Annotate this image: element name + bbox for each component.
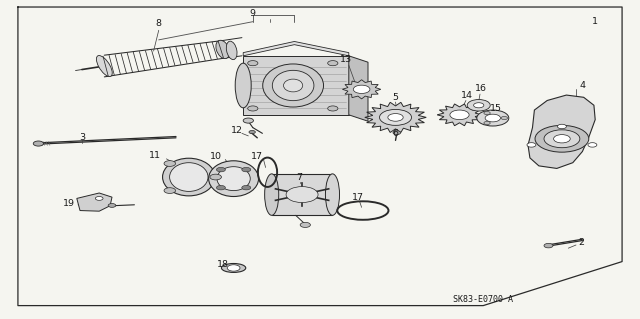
Circle shape xyxy=(300,222,310,227)
Circle shape xyxy=(485,114,500,122)
Ellipse shape xyxy=(216,40,230,59)
Ellipse shape xyxy=(273,70,314,101)
Polygon shape xyxy=(365,102,426,132)
Circle shape xyxy=(484,122,490,125)
Circle shape xyxy=(33,141,44,146)
Circle shape xyxy=(242,185,251,190)
Circle shape xyxy=(527,143,536,147)
Circle shape xyxy=(248,61,258,66)
Ellipse shape xyxy=(265,174,279,215)
Text: 11: 11 xyxy=(149,151,161,160)
Polygon shape xyxy=(243,56,349,115)
Circle shape xyxy=(477,110,509,126)
Circle shape xyxy=(216,167,225,172)
Ellipse shape xyxy=(236,63,252,108)
Circle shape xyxy=(243,118,253,123)
Ellipse shape xyxy=(227,41,237,60)
Circle shape xyxy=(164,188,175,193)
Ellipse shape xyxy=(284,79,303,92)
Ellipse shape xyxy=(263,64,323,107)
Circle shape xyxy=(95,197,103,200)
Circle shape xyxy=(544,243,553,248)
Ellipse shape xyxy=(221,263,246,272)
Text: SK83-E0700 A: SK83-E0700 A xyxy=(453,295,513,304)
Ellipse shape xyxy=(170,163,208,191)
Text: 4: 4 xyxy=(579,81,586,90)
Ellipse shape xyxy=(385,111,393,123)
Text: 16: 16 xyxy=(476,84,487,93)
Polygon shape xyxy=(437,104,482,126)
Circle shape xyxy=(353,85,370,93)
Circle shape xyxy=(242,167,251,172)
Circle shape xyxy=(484,111,490,115)
Circle shape xyxy=(286,187,318,203)
Text: 6: 6 xyxy=(392,130,399,138)
Circle shape xyxy=(380,109,412,125)
Circle shape xyxy=(328,61,338,66)
Circle shape xyxy=(249,130,255,134)
Circle shape xyxy=(216,185,225,190)
Circle shape xyxy=(467,100,490,111)
Polygon shape xyxy=(349,56,368,121)
Circle shape xyxy=(164,161,175,167)
Ellipse shape xyxy=(163,158,215,196)
Ellipse shape xyxy=(97,56,112,77)
Circle shape xyxy=(588,143,597,147)
Circle shape xyxy=(450,110,469,120)
Circle shape xyxy=(227,265,240,271)
Circle shape xyxy=(388,114,403,121)
Polygon shape xyxy=(77,193,112,211)
Polygon shape xyxy=(243,41,349,56)
Text: 3: 3 xyxy=(79,133,85,142)
Circle shape xyxy=(248,106,258,111)
Text: 10: 10 xyxy=(211,152,222,161)
Ellipse shape xyxy=(217,167,250,191)
Text: 12: 12 xyxy=(231,126,243,135)
Text: 19: 19 xyxy=(63,199,75,208)
Text: 18: 18 xyxy=(217,260,228,269)
Circle shape xyxy=(557,124,566,129)
Circle shape xyxy=(544,130,580,148)
Text: 8: 8 xyxy=(156,19,162,28)
Circle shape xyxy=(554,135,570,143)
Circle shape xyxy=(393,131,401,135)
Polygon shape xyxy=(528,95,595,168)
Ellipse shape xyxy=(209,161,259,197)
Text: 15: 15 xyxy=(490,104,502,113)
Text: 14: 14 xyxy=(461,91,473,100)
Text: 9: 9 xyxy=(250,9,256,18)
Text: 13: 13 xyxy=(340,56,351,64)
Circle shape xyxy=(474,103,484,108)
Text: 5: 5 xyxy=(392,93,399,102)
Text: 17: 17 xyxy=(353,193,364,202)
Text: 2: 2 xyxy=(578,238,584,247)
Circle shape xyxy=(328,106,338,111)
Circle shape xyxy=(210,174,221,180)
Text: 1: 1 xyxy=(592,17,598,26)
Polygon shape xyxy=(342,80,381,99)
Ellipse shape xyxy=(325,174,339,215)
Circle shape xyxy=(108,204,116,207)
Text: 7: 7 xyxy=(296,173,303,182)
Circle shape xyxy=(501,116,508,120)
Text: 17: 17 xyxy=(252,152,263,161)
Circle shape xyxy=(535,125,589,152)
FancyBboxPatch shape xyxy=(272,174,333,215)
